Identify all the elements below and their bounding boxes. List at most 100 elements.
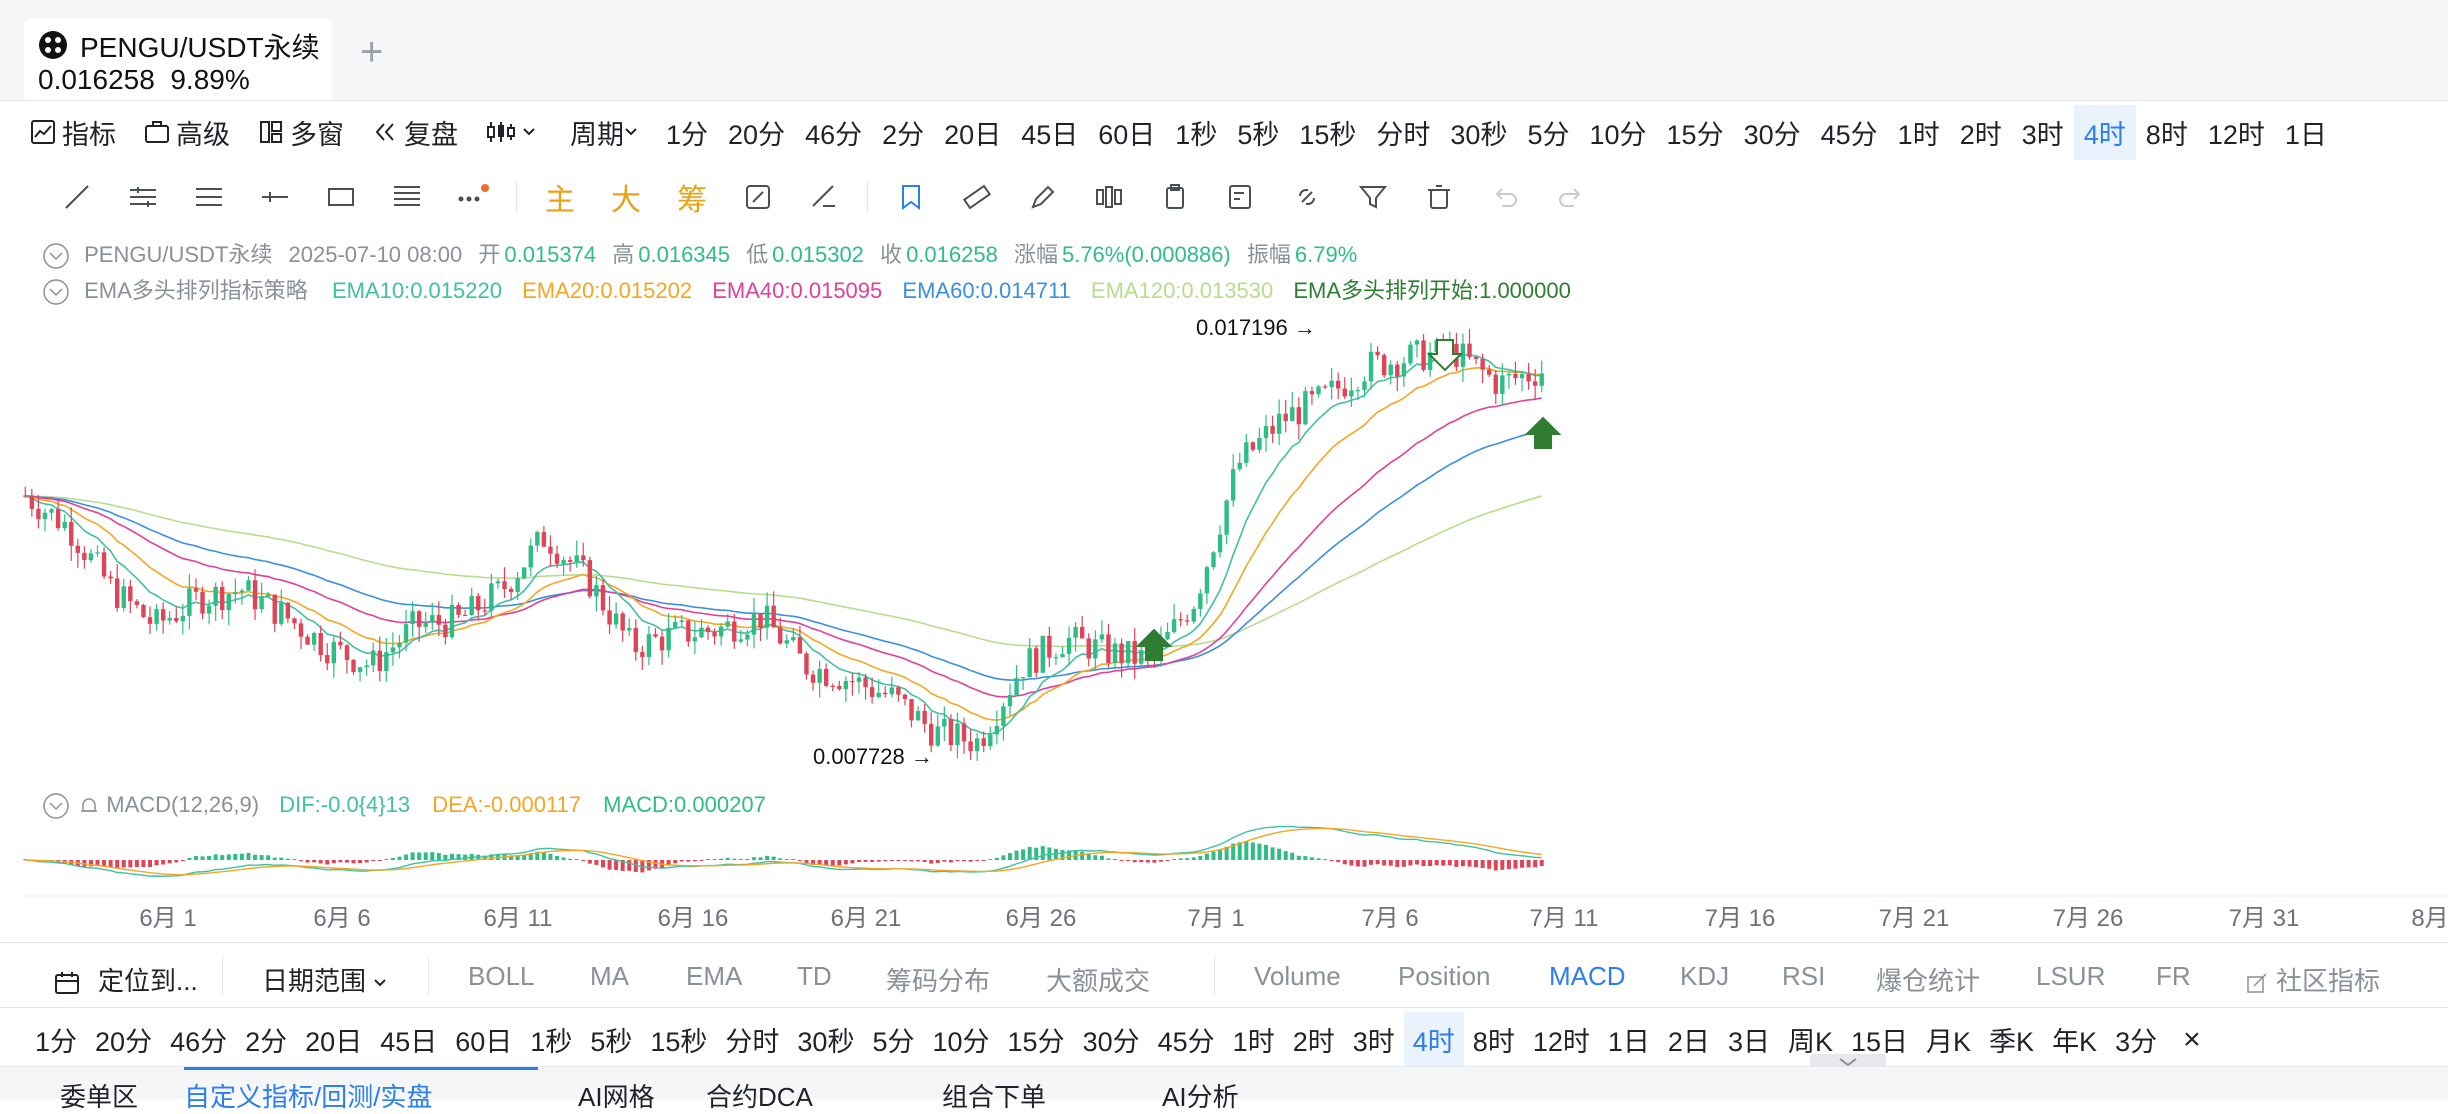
horizontal-ray-tool[interactable] (242, 175, 308, 219)
interval2-16[interactable]: 45分 (1157, 1027, 1215, 1057)
interval-12[interactable]: 5分 (1527, 119, 1570, 150)
interval2-4[interactable]: 20日 (305, 1027, 363, 1057)
main-indicator-3[interactable]: TD (797, 961, 832, 991)
replay-button[interactable]: 复盘 (372, 113, 458, 152)
interval2-2[interactable]: 46分 (170, 1027, 228, 1057)
sub-indicator-7[interactable]: FR (2156, 961, 2191, 991)
undo-button[interactable] (1472, 175, 1538, 219)
bottom-tab-3[interactable]: 合约DCA (706, 1082, 813, 1112)
collapse-chevron-icon[interactable] (42, 242, 70, 270)
parallel-channel-tool[interactable] (110, 175, 176, 219)
interval-13[interactable]: 10分 (1589, 119, 1647, 150)
interval2-31[interactable]: 3分 (2115, 1027, 2158, 1057)
sub-indicator-0[interactable]: Volume (1254, 961, 1341, 991)
interval2-30[interactable]: 年K (2052, 1027, 2098, 1057)
interval2-28[interactable]: 月K (1926, 1027, 1972, 1057)
interval-8[interactable]: 5秒 (1237, 119, 1280, 150)
interval-3[interactable]: 2分 (882, 119, 925, 150)
main-indicator-5[interactable]: 大额成交 (1046, 966, 1151, 996)
bottom-tab-0[interactable]: 委单区 (60, 1082, 139, 1112)
interval2-9[interactable]: 15秒 (650, 1027, 708, 1057)
interval2-14[interactable]: 15分 (1007, 1027, 1065, 1057)
horizontal-lines-tool[interactable] (176, 175, 242, 219)
main-indicator-0[interactable]: BOLL (468, 961, 535, 991)
interval2-25[interactable]: 3日 (1727, 1027, 1770, 1057)
more-tools[interactable] (440, 175, 506, 219)
filter-tool[interactable] (1340, 175, 1406, 219)
sub-indicator-1[interactable]: Position (1398, 961, 1491, 991)
close-icon[interactable]: × (2183, 1022, 2201, 1056)
main-indicator-4[interactable]: 筹码分布 (886, 966, 991, 996)
collapse-chevron-icon[interactable] (42, 278, 70, 306)
interval-20[interactable]: 4时 (2073, 104, 2136, 160)
interval-22[interactable]: 12时 (2207, 119, 2265, 150)
interval2-19[interactable]: 3时 (1352, 1027, 1395, 1057)
community-indicators-button[interactable]: 社区指标 (2246, 961, 2380, 998)
chart-type-dropdown[interactable] (486, 119, 542, 145)
interval2-17[interactable]: 1时 (1232, 1027, 1275, 1057)
sub-indicator-6[interactable]: LSUR (2036, 961, 2106, 991)
advanced-button[interactable]: 高级 (144, 113, 230, 152)
interval-23[interactable]: 1日 (2284, 119, 2327, 150)
redo-button[interactable] (1538, 175, 1604, 219)
period-dropdown[interactable]: 周期 (570, 113, 644, 152)
main-indicator-1[interactable]: MA (590, 961, 629, 991)
bottom-tab-5[interactable]: AI分析 (1162, 1082, 1239, 1112)
interval-19[interactable]: 3时 (2021, 119, 2064, 150)
interval2-29[interactable]: 季K (1989, 1027, 2035, 1057)
interval2-6[interactable]: 60日 (455, 1027, 513, 1057)
interval-0[interactable]: 1分 (666, 119, 709, 150)
strategy-name[interactable]: EMA多头排列指标策略 (84, 278, 308, 303)
bottom-tab-2[interactable]: AI网格 (578, 1082, 655, 1112)
edit-list-tool[interactable] (1208, 175, 1274, 219)
interval-9[interactable]: 15秒 (1299, 119, 1357, 150)
magnet-tool[interactable] (878, 175, 944, 219)
interval2-24[interactable]: 2日 (1667, 1027, 1710, 1057)
interval2-12[interactable]: 5分 (872, 1027, 915, 1057)
main-chip[interactable]: 主 (545, 184, 575, 217)
interval-16[interactable]: 45分 (1820, 119, 1878, 150)
interval2-23[interactable]: 1日 (1607, 1027, 1650, 1057)
interval2-18[interactable]: 2时 (1292, 1027, 1335, 1057)
compare-tool[interactable] (1076, 175, 1142, 219)
trend-line-tool[interactable] (44, 175, 110, 219)
link-tool[interactable] (1274, 175, 1340, 219)
sub-indicator-5[interactable]: 爆仓统计 (1876, 966, 1981, 996)
interval-2[interactable]: 46分 (805, 119, 863, 150)
interval2-0[interactable]: 1分 (35, 1027, 78, 1057)
measure-tool[interactable] (791, 175, 857, 219)
interval-14[interactable]: 15分 (1666, 119, 1724, 150)
text-note-tool[interactable] (725, 175, 791, 219)
interval-10[interactable]: 分时 (1376, 119, 1431, 150)
interval2-10[interactable]: 分时 (725, 1027, 780, 1057)
main-indicator-2[interactable]: EMA (686, 961, 743, 991)
interval-1[interactable]: 20分 (728, 119, 786, 150)
interval2-7[interactable]: 1秒 (530, 1027, 573, 1057)
symbol-tab[interactable] (24, 18, 332, 100)
interval-15[interactable]: 30分 (1743, 119, 1801, 150)
large-chip[interactable]: 大 (611, 184, 641, 217)
bottom-tab-4[interactable]: 组合下单 (942, 1082, 1047, 1112)
sub-indicator-4[interactable]: RSI (1782, 961, 1826, 991)
price-chart[interactable]: 6月 1 6月 6 6月 11 6月 16 6月 21 6月 26 7月 1 7月 6 7月 1… (0, 300, 2448, 950)
interval2-3[interactable]: 2分 (245, 1027, 288, 1057)
bell-icon[interactable] (78, 795, 100, 817)
interval2-13[interactable]: 10分 (932, 1027, 990, 1057)
interval-7[interactable]: 1秒 (1175, 119, 1218, 150)
interval2-1[interactable]: 20分 (95, 1027, 153, 1057)
interval-17[interactable]: 1时 (1897, 119, 1940, 150)
interval-11[interactable]: 30秒 (1450, 119, 1508, 150)
interval-21[interactable]: 8时 (2145, 119, 2188, 150)
multi-window-button[interactable]: 多窗 (258, 113, 344, 152)
indicator-button[interactable]: 指标 (30, 113, 116, 152)
interval2-27[interactable]: 15日 (1850, 1027, 1909, 1057)
clipboard-tool[interactable] (1142, 175, 1208, 219)
date-range-dropdown[interactable]: 日期范围 (262, 961, 387, 998)
interval-4[interactable]: 20日 (944, 119, 1002, 150)
interval2-26[interactable]: 周K (1787, 1027, 1833, 1057)
interval2-22[interactable]: 12时 (1532, 1027, 1590, 1057)
rectangle-tool[interactable] (308, 175, 374, 219)
fib-tool[interactable] (374, 175, 440, 219)
interval-6[interactable]: 60日 (1098, 119, 1156, 150)
ruler-tool[interactable] (944, 175, 1010, 219)
